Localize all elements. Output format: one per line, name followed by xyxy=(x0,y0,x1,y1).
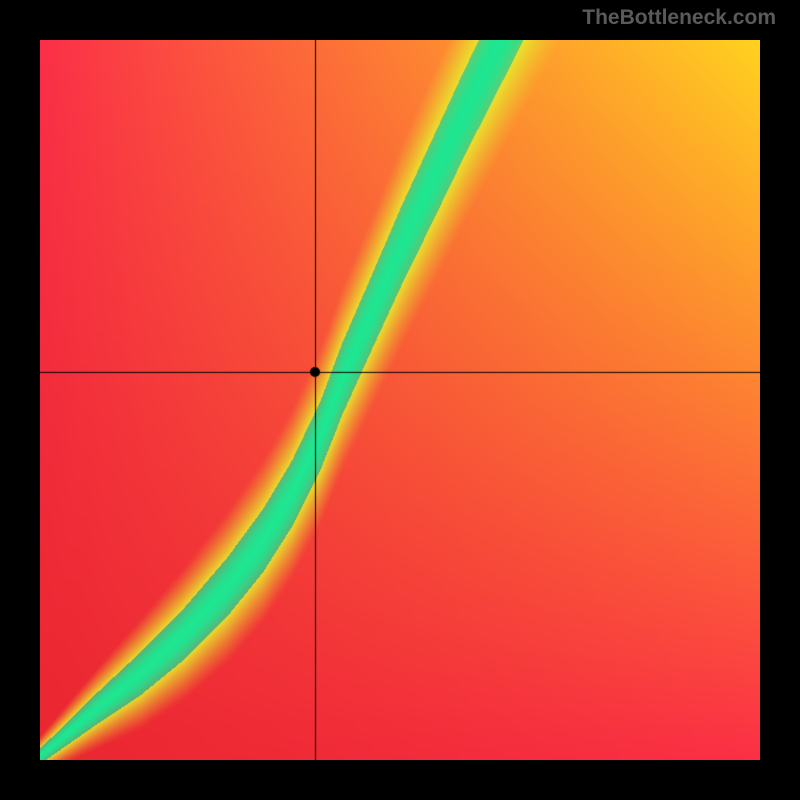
heatmap-plot-area xyxy=(40,40,760,760)
bottleneck-heatmap-container: TheBottleneck.com xyxy=(0,0,800,800)
heatmap-canvas xyxy=(40,40,760,760)
watermark-label: TheBottleneck.com xyxy=(582,6,776,30)
